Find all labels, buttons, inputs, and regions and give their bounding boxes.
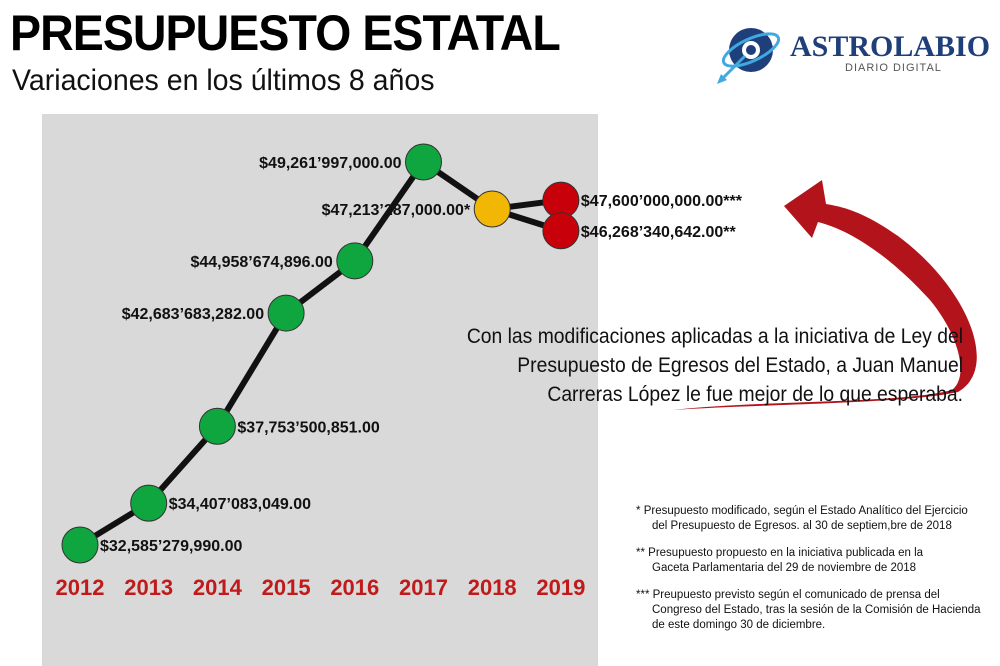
footnote-text: Congreso del Estado, tras la sesión de l… xyxy=(652,604,981,631)
logo-name: ASTROLABIO xyxy=(790,30,991,63)
data-label: $37,753’500,851.00 xyxy=(237,419,379,436)
x-tick-label: 2013 xyxy=(124,575,173,600)
value-labels: $32,585’279,990.00 $34,407’083,049.00 $37,… xyxy=(100,155,743,555)
data-point xyxy=(405,143,442,181)
data-point xyxy=(542,212,580,250)
series-points xyxy=(61,143,580,564)
data-label: $47,213’287,000.00* xyxy=(322,202,471,219)
page-title: PRESUPUESTO ESTATAL xyxy=(10,5,561,61)
footnote-text: Gaceta Parlamentaria del 29 de noviembre… xyxy=(652,562,917,574)
data-point xyxy=(473,190,511,228)
data-point xyxy=(198,407,236,445)
footnote: ** Presupuesto propuesto en la iniciativ… xyxy=(636,546,996,576)
footnote-mark: * xyxy=(636,505,641,517)
astrolabio-logo: ASTROLABIO DIARIO DIGITAL xyxy=(715,20,995,86)
x-axis-labels: 2012 2013 2014 2015 2016 2017 2018 2019 xyxy=(56,575,586,600)
data-label: $42,683’683,282.00 xyxy=(122,306,264,323)
x-tick-label: 2012 xyxy=(56,575,105,600)
annotation-text: Con las modificaciones aplicadas a la in… xyxy=(466,325,963,406)
data-label: $34,407’083,049.00 xyxy=(169,496,311,513)
x-tick-label: 2014 xyxy=(193,575,243,600)
footnote-text: Preupuesto previsto según el comunicado … xyxy=(652,589,940,601)
data-label: $32,585’279,990.00 xyxy=(100,538,242,555)
footnote: *** Preupuesto previsto según el comunic… xyxy=(636,588,996,633)
data-label: $44,958’674,896.00 xyxy=(190,254,332,271)
footnote-mark: *** xyxy=(636,589,650,601)
data-label: $47,600’000,000.00*** xyxy=(581,193,743,210)
data-point xyxy=(267,294,305,332)
footnotes: * Presupuesto modificado, según el Estad… xyxy=(636,504,996,645)
data-point xyxy=(61,526,99,564)
x-tick-label: 2019 xyxy=(536,575,585,600)
data-point xyxy=(130,484,168,522)
footnote-text: del Presupuesto de Egresos. al 30 de sep… xyxy=(652,520,952,532)
footnote-mark: ** xyxy=(636,547,645,559)
x-tick-label: 2017 xyxy=(399,575,448,600)
data-label: $49,261’997,000.00 xyxy=(259,155,401,172)
x-tick-label: 2018 xyxy=(468,575,517,600)
data-label: $46,268’340,642.00** xyxy=(581,224,737,241)
data-point xyxy=(336,242,374,280)
footnote-text: Presupuesto modificado, según el Estado … xyxy=(643,505,968,517)
x-tick-label: 2015 xyxy=(262,575,311,600)
logo-tagline: DIARIO DIGITAL xyxy=(845,62,942,74)
footnote-text: Presupuesto propuesto en la iniciativa p… xyxy=(648,547,924,559)
footnote: * Presupuesto modificado, según el Estad… xyxy=(636,504,996,534)
astrolabe-icon xyxy=(717,28,781,84)
page-subtitle: Variaciones en los últimos 8 años xyxy=(12,64,435,97)
x-tick-label: 2016 xyxy=(330,575,379,600)
